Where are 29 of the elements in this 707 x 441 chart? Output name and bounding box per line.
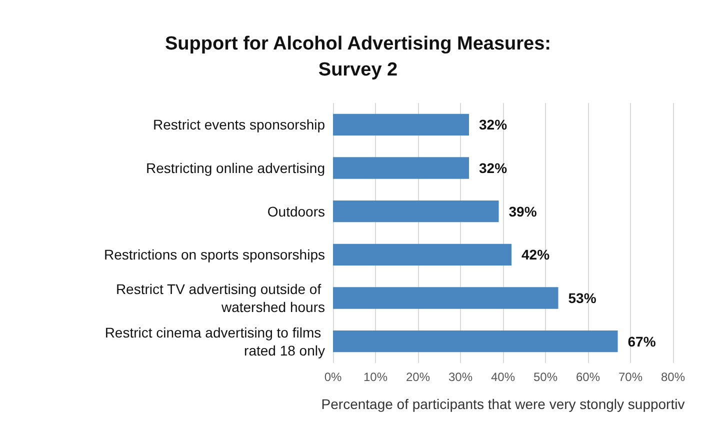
bar [333, 330, 618, 352]
x-tick-label: 30% [448, 370, 473, 384]
data-label: 32% [479, 116, 508, 133]
y-tick-label: Restrict cinema advertising to films rated 18 only [104, 324, 325, 358]
data-label: 67% [628, 333, 656, 350]
bar [333, 157, 469, 179]
y-tick-label: Restrictions on sports sponsorships [104, 246, 325, 263]
x-tick-label: 70% [618, 370, 643, 384]
y-tick-label: Restricting online advertising [146, 160, 325, 176]
x-tick-label: 20% [406, 370, 430, 384]
bar [333, 244, 512, 266]
x-tick-label: 40% [490, 370, 516, 384]
data-label: 39% [508, 203, 538, 220]
x-axis-title: Percentage of participants that were very stongly supportiv [321, 396, 685, 412]
data-label: 53% [568, 290, 597, 306]
x-tick-label: 80% [660, 370, 686, 384]
x-tick-label: 60% [576, 370, 600, 384]
bar [333, 114, 469, 136]
bar [333, 200, 499, 222]
data-label: 32% [479, 160, 508, 176]
x-tick-label: 10% [363, 370, 388, 384]
bar [333, 287, 558, 309]
y-tick-label: Restrict TV advertising outside of watershed hours [116, 281, 325, 315]
y-tick-label: Restrict events sponsorship [153, 116, 326, 133]
x-tick-label: 50% [533, 370, 558, 384]
chart-title: Support for Alcohol Advertising Measures: Survey 2 [164, 34, 552, 80]
data-label: 42% [522, 246, 550, 263]
y-tick-label: Outdoors [267, 203, 325, 220]
x-tick-label: 0% [324, 370, 342, 384]
